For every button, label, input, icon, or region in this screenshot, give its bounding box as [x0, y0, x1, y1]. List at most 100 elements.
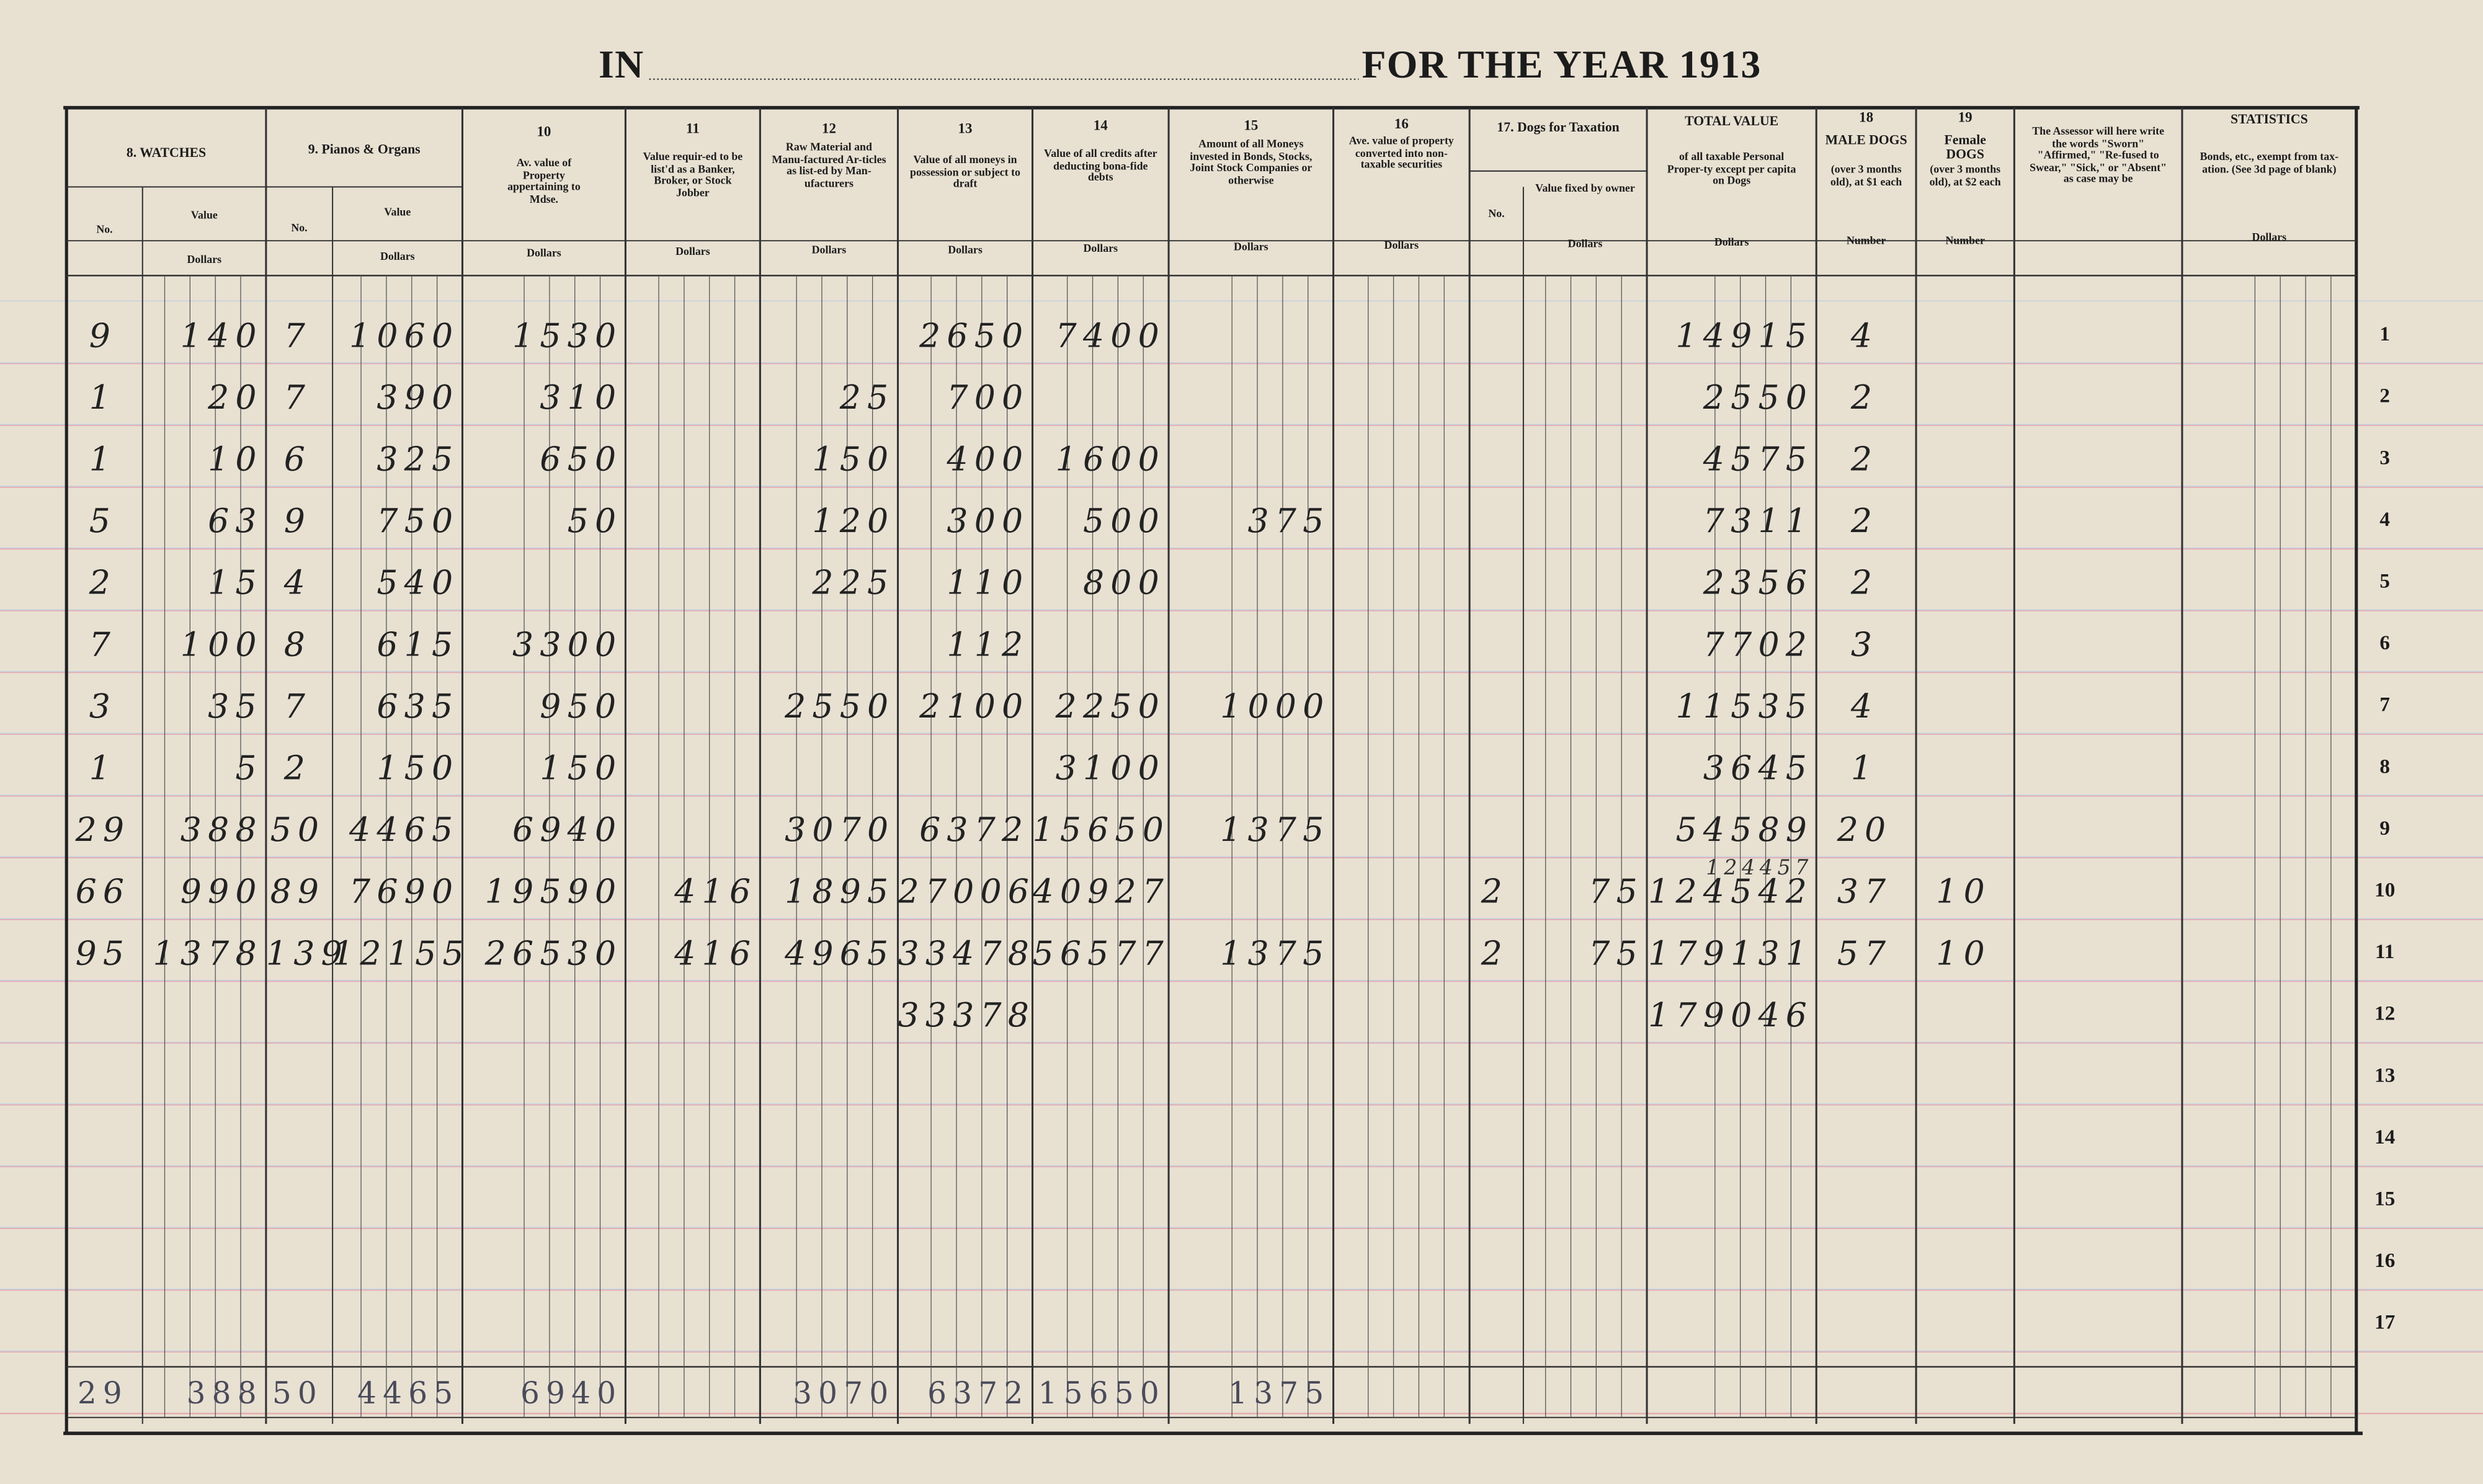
row-number: 17: [2374, 1310, 2396, 1334]
handwritten-entry: 7: [89, 625, 117, 664]
handwritten-entry: 310: [540, 378, 623, 417]
row-number: 14: [2374, 1124, 2396, 1149]
column-header: 9. Pianos & Organs: [308, 141, 421, 157]
handwritten-entry: 2: [1850, 502, 1879, 540]
handwritten-entry: 7: [283, 316, 312, 355]
handwritten-entry: 20: [1837, 811, 1892, 849]
column-header: Dollars: [948, 244, 983, 257]
row-number: 9: [2379, 815, 2391, 840]
handwritten-entry: 1060: [349, 316, 460, 355]
handwritten-entry: 10: [1936, 873, 1991, 911]
handwritten-entry: 3300: [512, 625, 623, 664]
handwritten-entry: 7702: [1703, 625, 1814, 664]
handwritten-entry: 3645: [1703, 749, 1814, 788]
handwritten-entry: 6940: [512, 811, 623, 849]
handwritten-entry: 750: [377, 502, 460, 540]
column-header: Dollars: [1234, 241, 1268, 254]
handwritten-entry: 1375: [1220, 811, 1331, 849]
handwritten-entry: 2650: [919, 316, 1030, 355]
column-header: Av. value of Property appertaining to Md…: [507, 156, 581, 206]
handwritten-entry: 1: [89, 749, 117, 788]
handwritten-entry: 50: [270, 811, 326, 849]
column-header: 15: [1244, 117, 1259, 133]
handwritten-entry: 19590: [484, 873, 623, 911]
handwritten-entry: 29: [77, 1376, 129, 1411]
column-header: MALE DOGS: [1825, 131, 1907, 148]
handwritten-entry: 1: [1850, 749, 1879, 788]
column-header: No.: [1488, 207, 1505, 220]
handwritten-entry: 56577: [1032, 934, 1170, 973]
handwritten-entry: 75: [1589, 873, 1644, 911]
handwritten-entry: 1530: [512, 316, 623, 355]
handwritten-entry: 27006: [898, 873, 1036, 911]
title-right: FOR THE YEAR 1913: [1362, 44, 1762, 87]
row-number: 3: [2379, 445, 2391, 469]
handwritten-entry: 375: [1247, 502, 1331, 540]
column-header: 8. WATCHES: [126, 144, 207, 160]
column-header: Dollars: [527, 247, 561, 260]
handwritten-entry: 500: [1082, 502, 1166, 540]
handwritten-entry: 400: [947, 440, 1030, 479]
handwritten-entry: 3070: [793, 1376, 895, 1411]
handwritten-entry: 1: [89, 440, 117, 479]
column-header: Dollars: [1384, 239, 1419, 252]
column-header: Value fixed by owner: [1535, 182, 1635, 195]
handwritten-entry: 416: [674, 873, 757, 911]
row-number: 5: [2379, 568, 2391, 593]
handwritten-entry: 2550: [785, 687, 895, 726]
handwritten-entry: 40927: [1032, 873, 1170, 911]
handwritten-entry: 7400: [1055, 316, 1166, 355]
handwritten-entry: 75: [1589, 934, 1644, 973]
handwritten-entry: 2: [1481, 873, 1509, 911]
handwritten-entry: 5: [235, 749, 263, 788]
column-header: Raw Material and Manu-factured Ar-ticles…: [772, 141, 886, 190]
handwritten-entry: 6: [283, 440, 312, 479]
column-header: Ave. value of property converted into no…: [1348, 135, 1454, 172]
row-number: 12: [2374, 1001, 2396, 1025]
column-header: (over 3 months old), at $2 each: [1929, 163, 2001, 188]
handwritten-entry: 14915: [1675, 316, 1814, 355]
handwritten-entry: 1000: [1220, 687, 1331, 726]
handwritten-entry: 1375: [1228, 1376, 1331, 1411]
column-header: Value of all moneys in possession or sub…: [910, 153, 1020, 190]
handwritten-entry: 89: [270, 873, 326, 911]
handwritten-entry: 7690: [349, 873, 460, 911]
handwritten-entry: 110: [947, 564, 1030, 602]
handwritten-entry: 7311: [1703, 502, 1814, 540]
column-header: 10: [537, 123, 551, 140]
column-header: TOTAL VALUE: [1685, 112, 1779, 128]
handwritten-entry: 20: [208, 378, 263, 417]
handwritten-entry: 3: [89, 687, 117, 726]
handwritten-entry: 66: [75, 873, 131, 911]
handwritten-entry: 11535: [1675, 687, 1814, 726]
column-header: Dollars: [1567, 238, 1603, 251]
handwritten-entry: 2250: [1055, 687, 1166, 726]
column-header: Dollars: [380, 250, 415, 263]
handwritten-entry: 540: [377, 564, 460, 602]
column-header: Value: [190, 209, 218, 222]
column-header: Dollars: [811, 244, 847, 257]
handwritten-entry: 2100: [919, 687, 1030, 726]
column-header: 13: [958, 120, 973, 136]
column-header: Number: [1846, 234, 1886, 247]
handwritten-entry: 5: [89, 502, 117, 540]
handwritten-entry: 54589: [1675, 811, 1814, 849]
row-number: 10: [2374, 877, 2396, 902]
handwritten-entry: 112: [947, 625, 1030, 664]
handwritten-entry: 2: [1850, 564, 1879, 602]
column-header: Amount of all Moneys invested in Bonds, …: [1190, 138, 1313, 187]
handwritten-entry: 10: [1936, 934, 1991, 973]
column-header: Value of all credits after deducting bon…: [1043, 147, 1157, 184]
handwritten-entry: 2356: [1703, 564, 1814, 602]
column-header: 18: [1859, 109, 1874, 125]
handwritten-entry: 150: [812, 440, 895, 479]
column-header: Bonds, etc., exempt from tax-ation. (See…: [2200, 150, 2339, 176]
handwritten-entry: 12155: [332, 934, 470, 973]
handwritten-entry: 29: [75, 811, 131, 849]
handwritten-entry: 1378: [153, 934, 263, 973]
handwritten-entry: 33478: [898, 934, 1036, 973]
row-number: 2: [2379, 383, 2391, 407]
column-header: Value: [384, 206, 411, 219]
